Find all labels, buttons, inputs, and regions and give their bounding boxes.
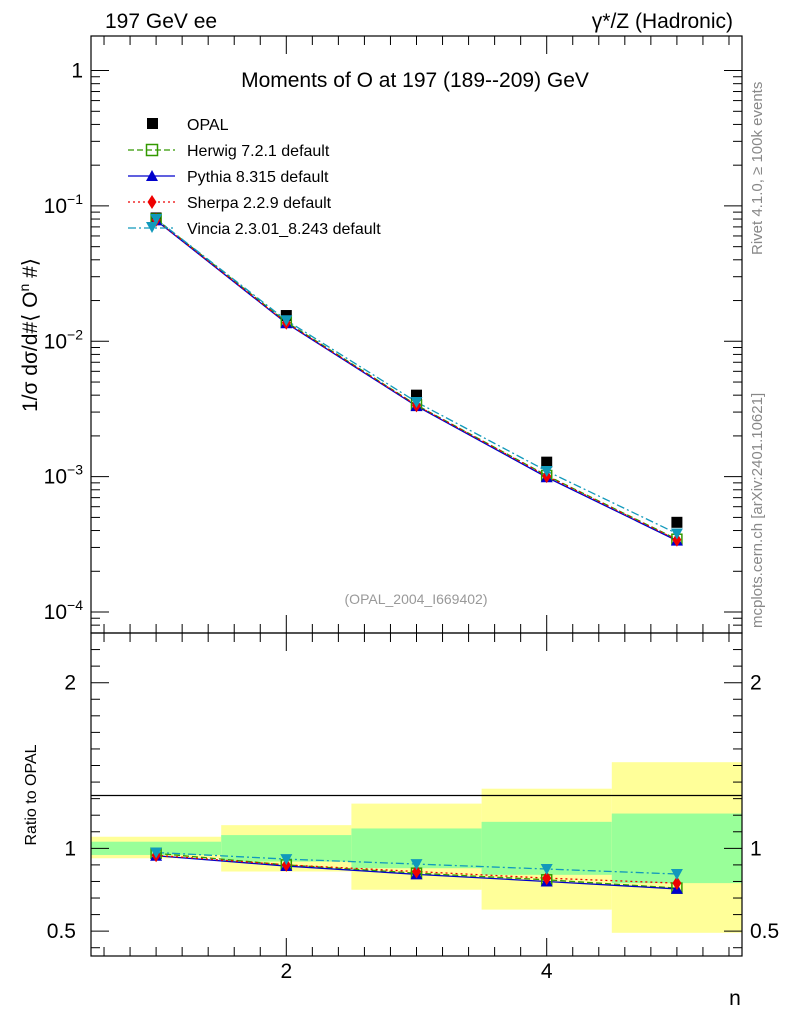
main-point-vincia <box>150 214 163 226</box>
main-ytick-base-2: 10 <box>44 330 67 353</box>
main-point-opal <box>411 389 422 401</box>
legend-herwig-marker <box>145 143 159 157</box>
main-point-opal <box>541 456 553 468</box>
legend-entry-herwig: Herwig 7.2.1 default <box>128 143 330 160</box>
ratio-point-sherpa <box>412 864 421 879</box>
main-ytick-exp-3: −3 <box>67 462 83 478</box>
legend-sherpa-label: Sherpa 2.2.9 default <box>187 195 332 212</box>
legend-herwig-label: Herwig 7.2.1 default <box>187 143 330 160</box>
main-ytick-label-3: 10−3 <box>44 462 84 489</box>
ratio-y-axis: 0.5 0.5 1 1 2 2 <box>47 649 779 949</box>
main-ytick-label-4: 10−4 <box>44 597 84 624</box>
main-series-group <box>150 212 683 547</box>
header-left-label: 197 GeV ee <box>105 10 217 33</box>
legend-pythia-marker <box>146 170 158 181</box>
main-ytick-base-3: 10 <box>44 466 67 489</box>
legend-entry-sherpa: Sherpa 2.2.9 default <box>128 195 332 212</box>
ratio-uncertainty-bands <box>91 762 742 933</box>
main-panel: 110−110−210−310−4 Moments of O at 197 (1… <box>16 35 743 634</box>
legend-opal-label: OPAL <box>187 117 229 134</box>
ratio-ytick-label-right-2: 2 <box>750 672 762 695</box>
rivet-version-label: Rivet 4.1.0, ≥ 100k events <box>749 82 766 255</box>
main-ytick-base-0: 1 <box>71 60 83 83</box>
header-right-label: γ*/Z (Hadronic) <box>592 10 733 33</box>
legend-opal-marker <box>147 118 158 129</box>
ratio-ytick-label-right-1: 1 <box>750 837 762 860</box>
main-y-axis-label: 1/σ dσ/d#⟨ On #⟩ <box>16 258 42 412</box>
ratio-point-vincia <box>540 864 553 876</box>
legend: OPAL Herwig 7.2.1 default Pythia 8.315 d… <box>128 117 381 238</box>
main-y-label-end: #⟩ <box>19 258 42 284</box>
ratio-point-sherpa <box>672 876 682 891</box>
main-y-label-sup: n <box>16 284 32 292</box>
main-line-vincia <box>155 218 678 535</box>
ratio-y-axis-label: Ratio to OPAL <box>23 744 40 845</box>
main-ytick-exp-2: −2 <box>67 326 83 342</box>
ratio-point-vincia <box>670 869 683 881</box>
main-point-opal <box>671 516 683 528</box>
ratio-ytick-label-right-0: 0.5 <box>750 920 779 943</box>
x-tick-label-1: 4 <box>541 960 553 983</box>
main-minor-ticks <box>91 76 742 634</box>
x-tick-label-0: 2 <box>280 960 292 983</box>
main-point-sherpa <box>672 532 682 547</box>
main-ytick-label-0: 1 <box>71 60 83 83</box>
legend-vincia-marker <box>146 222 158 233</box>
main-ytick-base-4: 10 <box>44 601 67 624</box>
main-point-vincia <box>540 466 553 478</box>
legend-entry-vincia: Vincia 2.3.01_8.243 default <box>128 221 381 238</box>
main-point-vincia <box>670 528 683 540</box>
main-title: Moments of O at 197 (189--209) GeV <box>241 69 589 92</box>
main-y-label-text: 1/σ dσ/d#⟨ O <box>19 292 42 413</box>
ratio-ytick-label-left-1: 1 <box>64 837 76 860</box>
main-ytick-exp-4: −4 <box>67 597 83 613</box>
ratio-ytick-label-left-2: 2 <box>64 672 76 695</box>
x-axis-label: n <box>729 987 741 1010</box>
ratio-ytick-label-left-0: 0.5 <box>47 920 76 943</box>
main-line-herwig <box>155 218 678 540</box>
main-ytick-exp-1: −1 <box>67 191 83 207</box>
main-ytick-label-1: 10−1 <box>44 191 84 218</box>
ratio-point-vincia <box>410 859 423 871</box>
mcplots-label: mcplots.cern.ch [arXiv:2401.10621] <box>749 393 766 628</box>
legend-vincia-label: Vincia 2.3.01_8.243 default <box>187 221 381 238</box>
legend-entry-opal: OPAL <box>147 117 229 134</box>
legend-sherpa-marker <box>147 195 157 209</box>
ratio-point-vincia <box>280 854 293 866</box>
main-y-axis: 110−110−210−310−4 <box>44 60 742 624</box>
ratio-series-group <box>150 847 683 894</box>
main-line-pythia <box>155 219 678 542</box>
legend-entry-pythia: Pythia 8.315 default <box>128 169 329 186</box>
main-point-vincia <box>410 397 423 409</box>
main-ytick-label-2: 10−2 <box>44 326 84 353</box>
main-point-vincia <box>280 315 293 327</box>
analysis-watermark: (OPAL_2004_I669402) <box>345 591 488 607</box>
ratio-point-vincia <box>150 847 163 859</box>
main-line-sherpa <box>155 219 678 541</box>
main-ytick-base-1: 10 <box>44 195 67 218</box>
ratio-point-sherpa <box>542 871 552 886</box>
legend-pythia-label: Pythia 8.315 default <box>187 169 329 186</box>
